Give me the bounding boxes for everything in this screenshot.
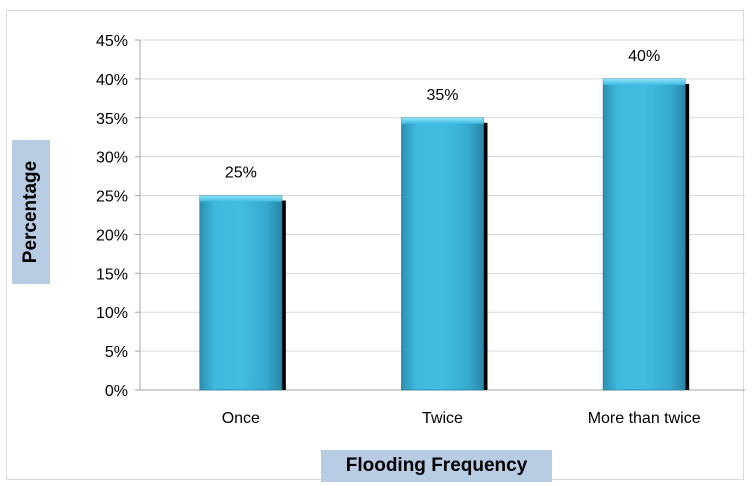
x-tick-label: Once (222, 410, 260, 427)
y-tick-label: 10% (96, 305, 128, 322)
x-axis-ticks: Once Twice More than twice (222, 410, 701, 427)
y-tick-label: 5% (105, 344, 128, 361)
y-tick-label: 30% (96, 150, 128, 167)
x-tick-label: Twice (422, 410, 463, 427)
bar-value-label: 25% (225, 165, 257, 182)
bar-top-highlight (199, 195, 282, 202)
y-tick-label: 15% (96, 266, 128, 283)
bar-value-label: 40% (628, 48, 660, 65)
bar-top-highlight (603, 78, 686, 85)
y-tick-label: 0% (105, 383, 128, 400)
y-tick-label: 20% (96, 227, 128, 244)
bars: 25% 35% 40% (199, 48, 690, 391)
y-axis-title: Percentage (12, 140, 50, 284)
y-tick-label: 25% (96, 189, 128, 206)
bar-top-highlight (401, 117, 484, 124)
y-axis-ticks: 0% 5% 10% 15% 20% 25% 30% 35% 40% 45% (96, 33, 128, 400)
bar (602, 78, 686, 391)
y-axis-title-text: Percentage (20, 160, 41, 264)
y-tick-label: 40% (96, 72, 128, 89)
bar-value-label: 35% (426, 87, 458, 104)
y-tick-label: 35% (96, 111, 128, 128)
x-axis-title-text: Flooding Frequency (345, 455, 528, 476)
bar (401, 117, 484, 391)
y-tick-label: 45% (96, 33, 128, 50)
x-tick-label: More than twice (588, 410, 701, 427)
x-axis-title: Flooding Frequency (321, 450, 552, 482)
bar (199, 195, 283, 391)
